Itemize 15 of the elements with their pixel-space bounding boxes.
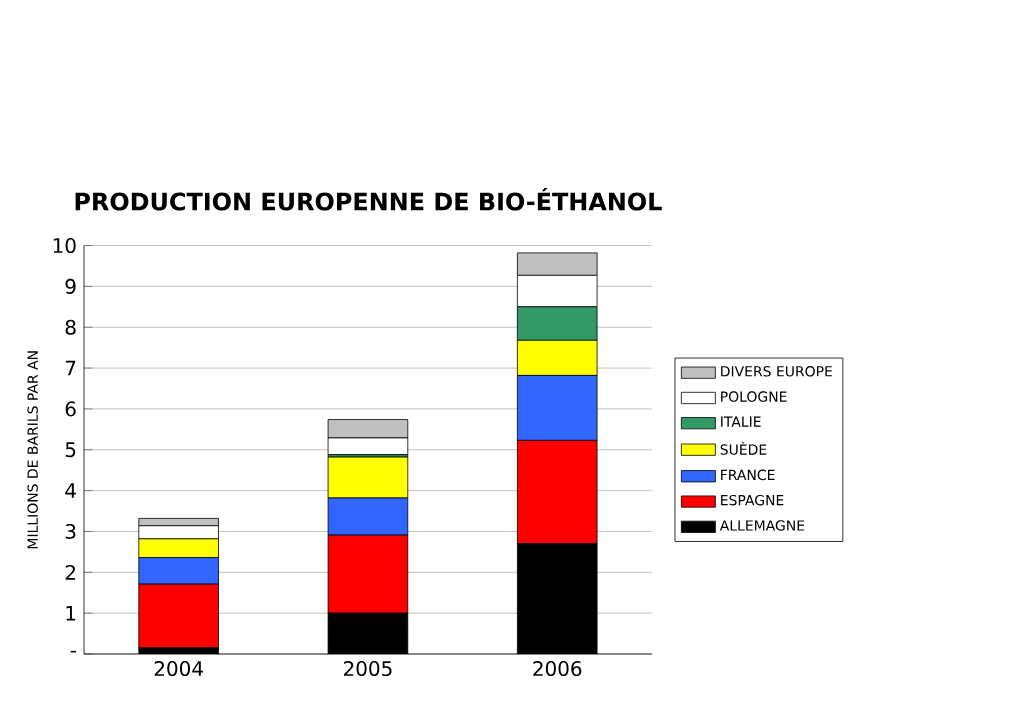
y-tick-label: 3 <box>65 523 76 539</box>
x-tick-label: 2004 <box>154 661 203 677</box>
chart-title: PRODUCTION EUROPENNE DE BIO-ÉTHANOL <box>75 188 662 211</box>
y-tick-label: - <box>70 650 76 653</box>
x-tick-label: 2006 <box>533 661 582 677</box>
y-tick-label: 1 <box>66 605 76 621</box>
y-tick-label: 6 <box>65 401 76 417</box>
y-tick-label: 9 <box>65 278 76 294</box>
y-tick-label: 5 <box>65 442 76 458</box>
y-tick-label: 7 <box>65 360 76 376</box>
x-tick-label: 2005 <box>344 661 392 677</box>
y-tick-label: 8 <box>65 319 76 335</box>
y-tick-label: 10 <box>53 237 76 254</box>
y-tick-label: 4 <box>65 483 76 498</box>
y-tick-label: 2 <box>65 564 75 580</box>
